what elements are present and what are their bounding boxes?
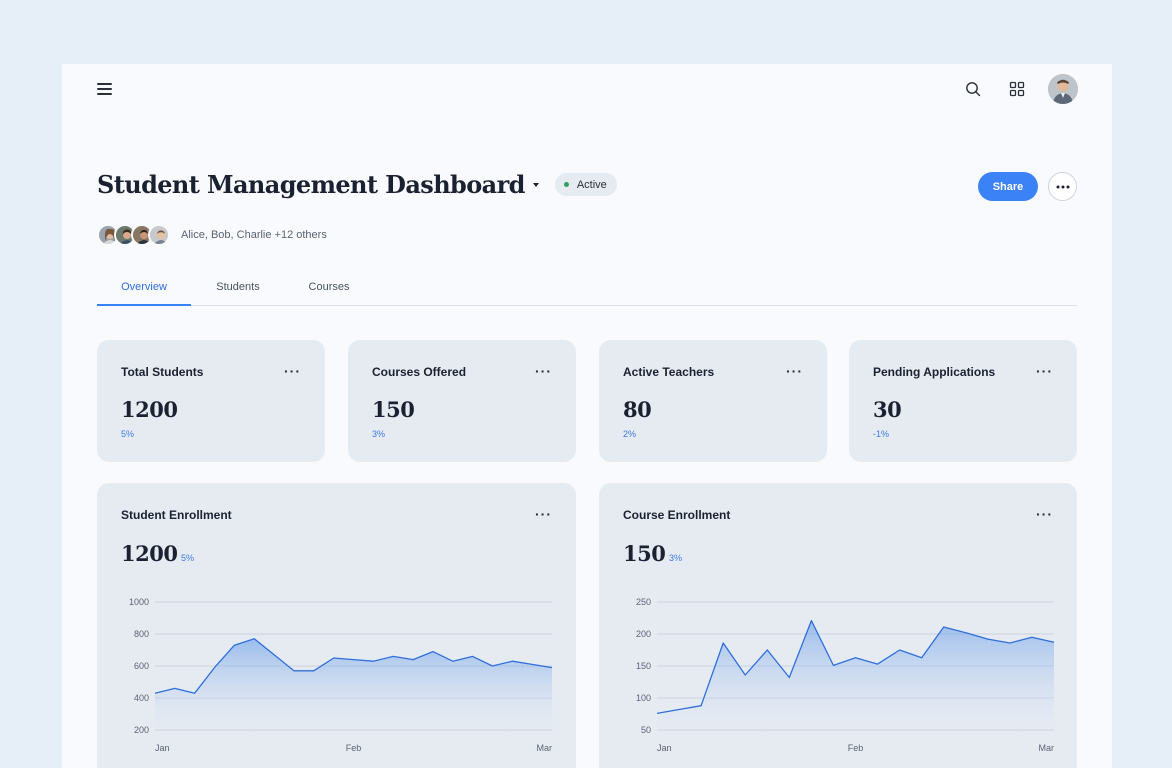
stat-card-value: 30 [873, 397, 902, 422]
student-enrollment-chart: 1000 800 600 400 200 Jan Feb Mar [129, 597, 553, 753]
stat-card-title: Total Students [121, 365, 204, 379]
chart-value: 1200 [121, 541, 178, 566]
share-button[interactable]: Share [978, 172, 1038, 201]
y-tick-label: 150 [636, 661, 651, 671]
stat-card-pending-applications: Pending Applications ··· 30 -1% [849, 340, 1077, 462]
title-dropdown-icon[interactable] [532, 182, 539, 187]
stat-card-courses-offered: Courses Offered ··· 150 3% [348, 340, 576, 462]
more-horizontal-icon[interactable]: ··· [535, 506, 552, 522]
course-enrollment-chart: 250 200 150 100 50 Jan Feb Mar [636, 597, 1055, 753]
x-tick-label: Jan [155, 743, 170, 753]
more-horizontal-icon[interactable]: ··· [1036, 363, 1053, 379]
y-tick-label: 400 [134, 693, 149, 703]
stat-card-title: Courses Offered [372, 365, 467, 379]
x-tick-label: Jan [657, 743, 672, 753]
stat-card-change: 3% [372, 429, 386, 439]
chart-title: Student Enrollment [121, 508, 232, 522]
stat-card-title: Active Teachers [623, 365, 715, 379]
more-options-button[interactable] [1048, 172, 1077, 201]
avatar [148, 224, 170, 246]
app-window: Student Management Dashboard Active Shar… [62, 64, 1112, 768]
stat-card-total-students: Total Students ··· 1200 5% [97, 340, 325, 462]
stat-card-value: 150 [372, 397, 415, 422]
more-horizontal-icon [1056, 185, 1069, 188]
top-actions [944, 74, 1078, 104]
chart-title: Course Enrollment [623, 508, 731, 522]
stat-card-active-teachers: Active Teachers ··· 80 2% [599, 340, 827, 462]
y-tick-label: 100 [636, 693, 651, 703]
search-icon[interactable] [958, 74, 988, 104]
y-tick-label: 250 [636, 597, 651, 607]
series-line [154, 638, 553, 694]
stat-card-title: Pending Applications [873, 365, 996, 379]
more-horizontal-icon[interactable]: ··· [786, 363, 803, 379]
user-avatar[interactable] [1048, 74, 1078, 104]
more-horizontal-icon[interactable]: ··· [284, 363, 301, 379]
chart-change: 5% [181, 553, 195, 563]
collaborators-text: Alice, Bob, Charlie +12 others [181, 229, 327, 241]
tab-courses[interactable]: Courses [308, 281, 350, 293]
y-tick-label: 200 [636, 629, 651, 639]
y-tick-label: 1000 [129, 597, 149, 607]
tab-overview[interactable]: Overview [97, 276, 191, 306]
stat-card-change: 5% [121, 429, 135, 439]
x-tick-label: Feb [848, 743, 864, 753]
hamburger-menu-icon[interactable] [97, 83, 113, 95]
chart-change: 3% [669, 553, 683, 563]
status-badge: Active [554, 173, 617, 196]
title-row: Student Management Dashboard Active [97, 170, 617, 199]
status-dot-icon [563, 182, 569, 187]
stat-card-change: 2% [623, 429, 637, 439]
tab-bar: Overview Students Courses [97, 276, 1077, 306]
more-horizontal-icon[interactable]: ··· [535, 363, 552, 379]
stat-card-value: 80 [623, 397, 652, 422]
collaborator-avatars[interactable] [97, 224, 170, 246]
y-tick-label: 800 [134, 629, 149, 639]
series-line [656, 619, 1055, 715]
page-title: Student Management Dashboard [97, 170, 525, 199]
y-tick-label: 200 [134, 725, 149, 735]
x-tick-label: Mar [537, 743, 553, 753]
area-fill [657, 620, 1054, 730]
x-tick-label: Feb [346, 743, 362, 753]
stat-card-change: -1% [873, 429, 890, 439]
x-tick-label: Mar [1039, 743, 1055, 753]
chart-value: 150 [623, 541, 666, 566]
y-tick-label: 600 [134, 661, 149, 671]
chart-card-course-enrollment: Course Enrollment ··· 150 3% 250 200 150 10… [599, 483, 1077, 768]
more-horizontal-icon[interactable]: ··· [1036, 506, 1053, 522]
area-fill [155, 638, 552, 730]
collaborators: Alice, Bob, Charlie +12 others [97, 224, 327, 246]
tab-students[interactable]: Students [216, 281, 260, 293]
y-tick-label: 50 [641, 725, 651, 735]
chart-card-student-enrollment: Student Enrollment ··· 1200 5% 1000 800 60… [97, 483, 576, 768]
grid-icon[interactable] [1002, 74, 1032, 104]
stat-card-value: 1200 [121, 397, 178, 422]
status-label: Active [576, 178, 607, 191]
